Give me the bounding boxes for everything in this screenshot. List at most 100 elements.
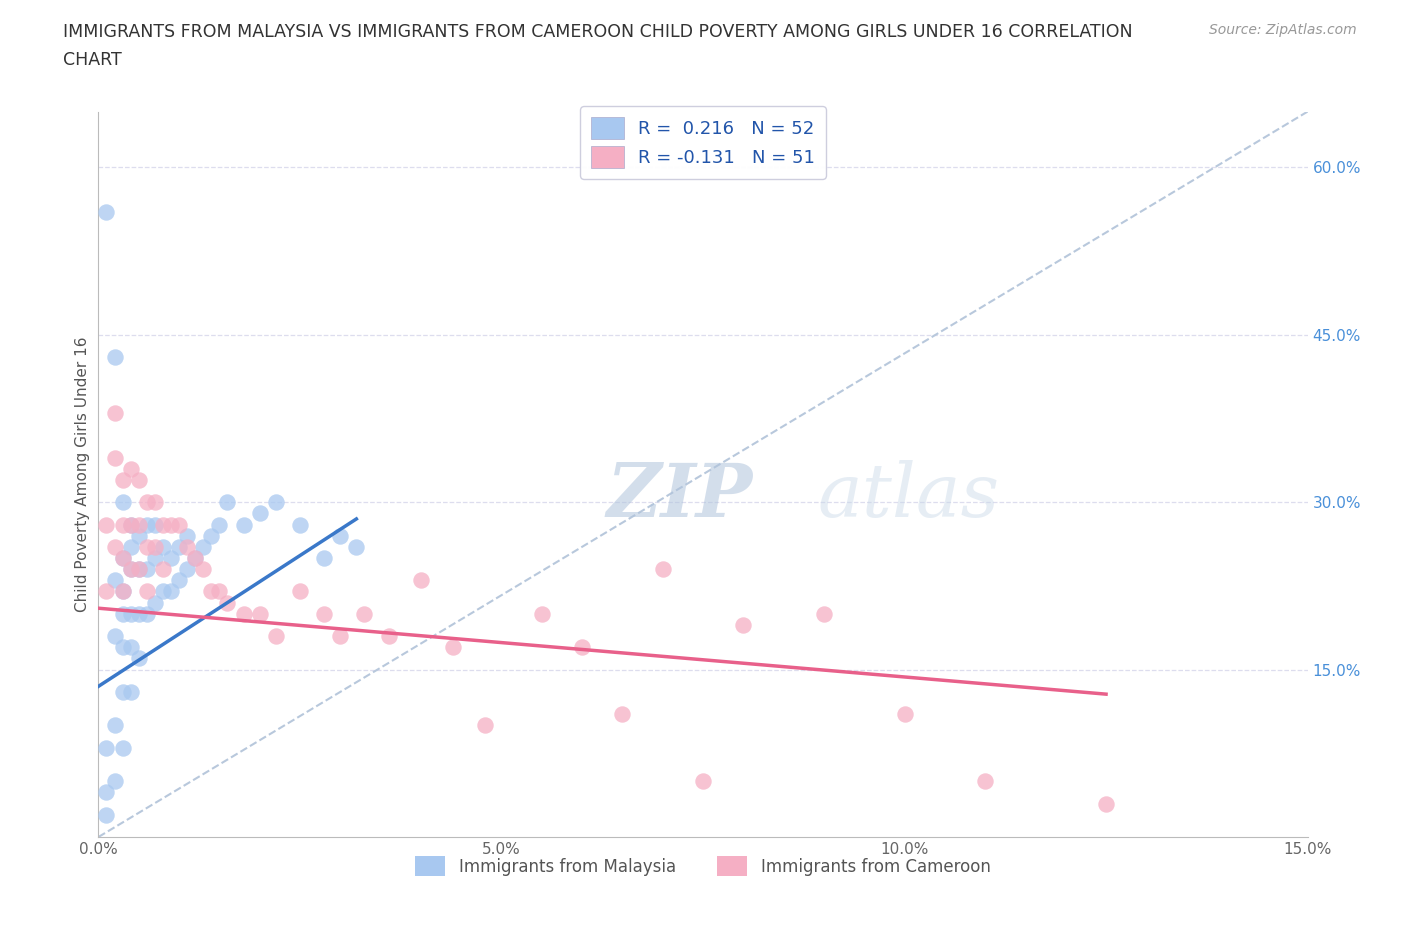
Point: [152, 517, 174, 532]
Point: [135, 562, 157, 577]
Point: [1095, 796, 1118, 811]
Point: [184, 551, 207, 565]
Point: [167, 539, 190, 554]
Point: [128, 472, 150, 487]
Point: [264, 495, 287, 510]
Point: [135, 495, 157, 510]
Point: [135, 606, 157, 621]
Point: [111, 551, 134, 565]
Point: [377, 629, 399, 644]
Point: [152, 584, 174, 599]
Point: [232, 517, 254, 532]
Point: [103, 774, 125, 789]
Point: [135, 539, 157, 554]
Point: [111, 740, 134, 755]
Point: [733, 618, 755, 632]
Point: [200, 528, 222, 543]
Point: [128, 651, 150, 666]
Point: [314, 551, 336, 565]
Text: atlas: atlas: [818, 459, 1000, 532]
Point: [96, 785, 118, 800]
Legend: Immigrants from Malaysia, Immigrants from Cameroon: Immigrants from Malaysia, Immigrants fro…: [409, 849, 997, 884]
Point: [103, 629, 125, 644]
Point: [200, 584, 222, 599]
Point: [217, 595, 239, 610]
Point: [103, 539, 125, 554]
Text: Source: ZipAtlas.com: Source: ZipAtlas.com: [1209, 23, 1357, 37]
Point: [96, 205, 118, 219]
Text: ZIP: ZIP: [606, 459, 752, 532]
Point: [143, 595, 166, 610]
Point: [128, 528, 150, 543]
Point: [120, 562, 142, 577]
Point: [111, 551, 134, 565]
Point: [143, 517, 166, 532]
Point: [120, 606, 142, 621]
Point: [152, 539, 174, 554]
Point: [143, 539, 166, 554]
Point: [120, 539, 142, 554]
Point: [176, 539, 198, 554]
Point: [103, 350, 125, 365]
Point: [344, 539, 367, 554]
Point: [288, 517, 311, 532]
Point: [120, 562, 142, 577]
Point: [441, 640, 464, 655]
Point: [249, 506, 271, 521]
Point: [120, 684, 142, 699]
Point: [128, 606, 150, 621]
Point: [217, 495, 239, 510]
Point: [111, 606, 134, 621]
Point: [103, 573, 125, 588]
Point: [208, 584, 231, 599]
Text: CHART: CHART: [63, 51, 122, 69]
Point: [160, 517, 183, 532]
Point: [111, 584, 134, 599]
Point: [167, 573, 190, 588]
Point: [120, 640, 142, 655]
Point: [120, 461, 142, 476]
Point: [232, 606, 254, 621]
Point: [409, 573, 432, 588]
Point: [249, 606, 271, 621]
Point: [530, 606, 553, 621]
Text: IMMIGRANTS FROM MALAYSIA VS IMMIGRANTS FROM CAMEROON CHILD POVERTY AMONG GIRLS U: IMMIGRANTS FROM MALAYSIA VS IMMIGRANTS F…: [63, 23, 1133, 41]
Point: [208, 517, 231, 532]
Point: [111, 472, 134, 487]
Point: [128, 562, 150, 577]
Point: [692, 774, 714, 789]
Point: [111, 584, 134, 599]
Point: [143, 495, 166, 510]
Point: [120, 517, 142, 532]
Point: [128, 517, 150, 532]
Point: [651, 562, 673, 577]
Point: [103, 450, 125, 465]
Point: [893, 707, 915, 722]
Point: [264, 629, 287, 644]
Point: [96, 517, 118, 532]
Point: [474, 718, 496, 733]
Point: [176, 562, 198, 577]
Point: [176, 528, 198, 543]
Point: [128, 562, 150, 577]
Point: [111, 495, 134, 510]
Point: [167, 517, 190, 532]
Point: [612, 707, 634, 722]
Point: [571, 640, 593, 655]
Point: [143, 551, 166, 565]
Point: [193, 562, 215, 577]
Point: [353, 606, 375, 621]
Point: [111, 684, 134, 699]
Point: [160, 584, 183, 599]
Point: [329, 629, 352, 644]
Point: [135, 584, 157, 599]
Point: [329, 528, 352, 543]
Point: [111, 640, 134, 655]
Point: [160, 551, 183, 565]
Point: [193, 539, 215, 554]
Point: [111, 517, 134, 532]
Point: [96, 740, 118, 755]
Point: [184, 551, 207, 565]
Point: [103, 718, 125, 733]
Point: [120, 517, 142, 532]
